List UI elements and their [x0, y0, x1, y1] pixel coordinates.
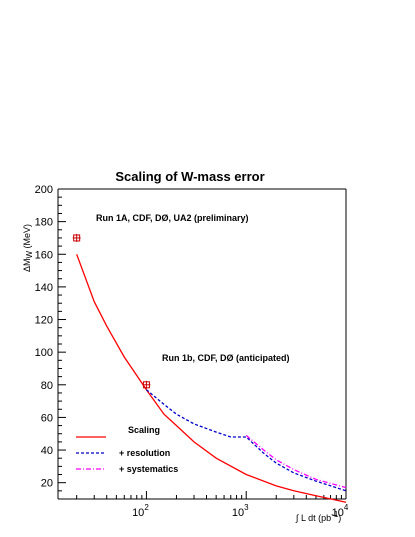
measurement-label: Run 1b, CDF, DØ (anticipated): [162, 353, 290, 363]
series-line-resolution: [145, 389, 347, 492]
y-tick-label: 120: [35, 315, 53, 327]
measurement-points: Run 1A, CDF, DØ, UA2 (preliminary) Run 1b…: [72, 213, 290, 389]
chart-title: Scaling of W-mass error: [115, 169, 264, 184]
y-ticks: 20 40 60 80 100 120 140 160 180 200: [35, 184, 66, 500]
y-tick-label: 180: [35, 217, 53, 229]
y-tick-label: 140: [35, 282, 53, 294]
y-tick-label: 200: [35, 184, 53, 196]
x-ticks: 102 103 104: [76, 491, 349, 519]
legend-label: + resolution: [119, 448, 170, 458]
legend-label: Scaling: [128, 425, 160, 435]
y-tick-label: 80: [41, 380, 53, 392]
series-line-scaling: [76, 254, 347, 503]
series-lines: [76, 254, 347, 503]
y-tick-label: 20: [41, 478, 53, 490]
y-tick-label: 60: [41, 412, 53, 424]
y-axis-label: ΔMW (MeV): [22, 224, 34, 272]
y-tick-label: 160: [35, 249, 53, 261]
y-tick-label: 100: [35, 347, 53, 359]
legend: Scaling + resolution + systematics: [76, 425, 178, 474]
y-tick-label: 40: [41, 445, 53, 457]
x-tick-label: 102: [132, 503, 149, 519]
x-tick-label: 104: [332, 503, 349, 519]
measurement-label: Run 1A, CDF, DØ, UA2 (preliminary): [96, 213, 249, 223]
legend-label: + systematics: [119, 464, 178, 474]
x-tick-label: 103: [232, 503, 249, 519]
x-axis-label: ∫ L dt (pb-1): [295, 510, 341, 523]
